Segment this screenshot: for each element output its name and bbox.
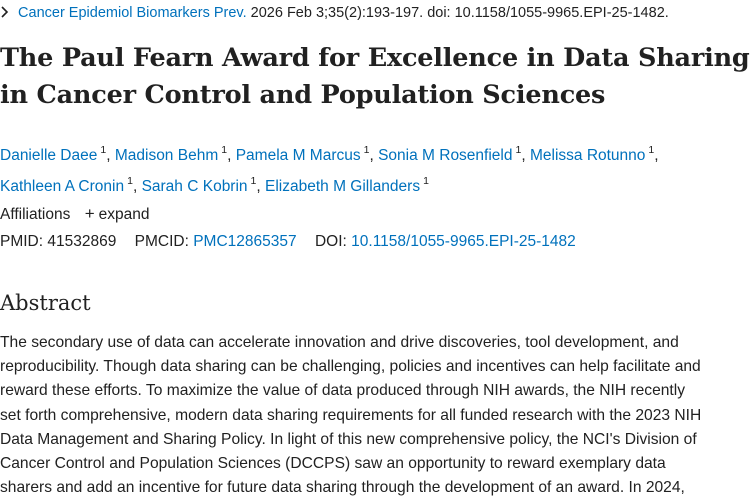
author-link[interactable]: Kathleen A Cronin: [0, 178, 125, 196]
affiliations-label: Affiliations: [0, 206, 71, 223]
affiliation-ref[interactable]: 1: [423, 175, 429, 188]
authors-list: Danielle Daee 1, Madison Behm 1, Pamela M …: [0, 138, 750, 200]
affiliation-ref[interactable]: 1: [515, 144, 522, 156]
chevron-right-icon[interactable]: [0, 2, 14, 24]
plus-icon: +: [84, 204, 95, 223]
citation-details: 2026 Feb 3;35(2):193-197. doi: 10.1158/1…: [246, 5, 669, 21]
abstract-heading: Abstract: [0, 291, 91, 315]
abstract-line: set forth comprehensive, modern data sha…: [0, 406, 702, 424]
affiliation-ref[interactable]: 1: [363, 144, 370, 156]
pmid-value: 41532869: [47, 233, 117, 250]
abstract-body: The secondary use of data can accelerate…: [0, 331, 750, 500]
abstract-line: reward these efforts. To maximize the va…: [0, 382, 686, 400]
abstract-line: sharers and add an incentive for future …: [0, 479, 685, 497]
affiliation-ref[interactable]: 1: [250, 175, 257, 188]
affiliation-ref[interactable]: 1: [100, 144, 107, 156]
authors-row: Kathleen A Cronin 1, Sarah C Kobrin 1, Eli…: [0, 175, 429, 196]
affiliation-ref[interactable]: 1: [127, 175, 133, 188]
journal-link[interactable]: Cancer Epidemiol Biomarkers Prev.: [18, 5, 247, 21]
affiliation-ref[interactable]: 1: [221, 144, 228, 156]
abstract-line: The secondary use of data can accelerate…: [0, 334, 679, 351]
doi-label: DOI:: [314, 233, 347, 250]
author-link[interactable]: Danielle Daee: [0, 147, 98, 165]
author-link[interactable]: Sarah C Kobrin: [141, 178, 248, 196]
abstract-line: Data Management and Sharing Policy. In l…: [0, 430, 697, 448]
affiliation-ref[interactable]: 1: [648, 144, 655, 156]
author-link[interactable]: Pamela M Marcus: [235, 147, 361, 165]
author-link[interactable]: Madison Behm: [114, 147, 219, 165]
pmid-label: PMID:: [0, 233, 44, 250]
expand-button[interactable]: + expand: [84, 204, 150, 223]
title-line: The Paul Fearn Award for Excellence in D…: [0, 43, 750, 73]
pmcid-link[interactable]: PMC12865357: [193, 233, 297, 250]
abstract-line: reproducibility. Though data sharing can…: [0, 358, 701, 376]
author-link[interactable]: Melissa Rotunno: [529, 147, 646, 165]
author-link[interactable]: Sonia M Rosenfield: [378, 147, 513, 165]
citation-line: Cancer Epidemiol Biomarkers Prev. 2026 F…: [0, 2, 669, 24]
article-title: The Paul Fearn Award for Excellence in D…: [0, 40, 750, 114]
author-link[interactable]: Elizabeth M Gillanders: [265, 178, 421, 196]
abstract-line: Cancer Control and Population Sciences (…: [0, 454, 666, 472]
pmcid-label: PMCID:: [134, 233, 189, 250]
doi-link[interactable]: 10.1158/1055-9965.EPI-25-1482: [351, 233, 576, 250]
expand-label: expand: [98, 206, 150, 223]
affiliations-toggle[interactable]: Affiliations + expand: [0, 203, 149, 226]
article-identifiers: PMID: 41532869 PMCID: PMC12865357 DOI: 1…: [0, 231, 576, 253]
title-line: in Cancer Control and Population Science…: [0, 80, 606, 110]
authors-row: Danielle Daee 1, Madison Behm 1, Pamela M …: [0, 144, 659, 165]
